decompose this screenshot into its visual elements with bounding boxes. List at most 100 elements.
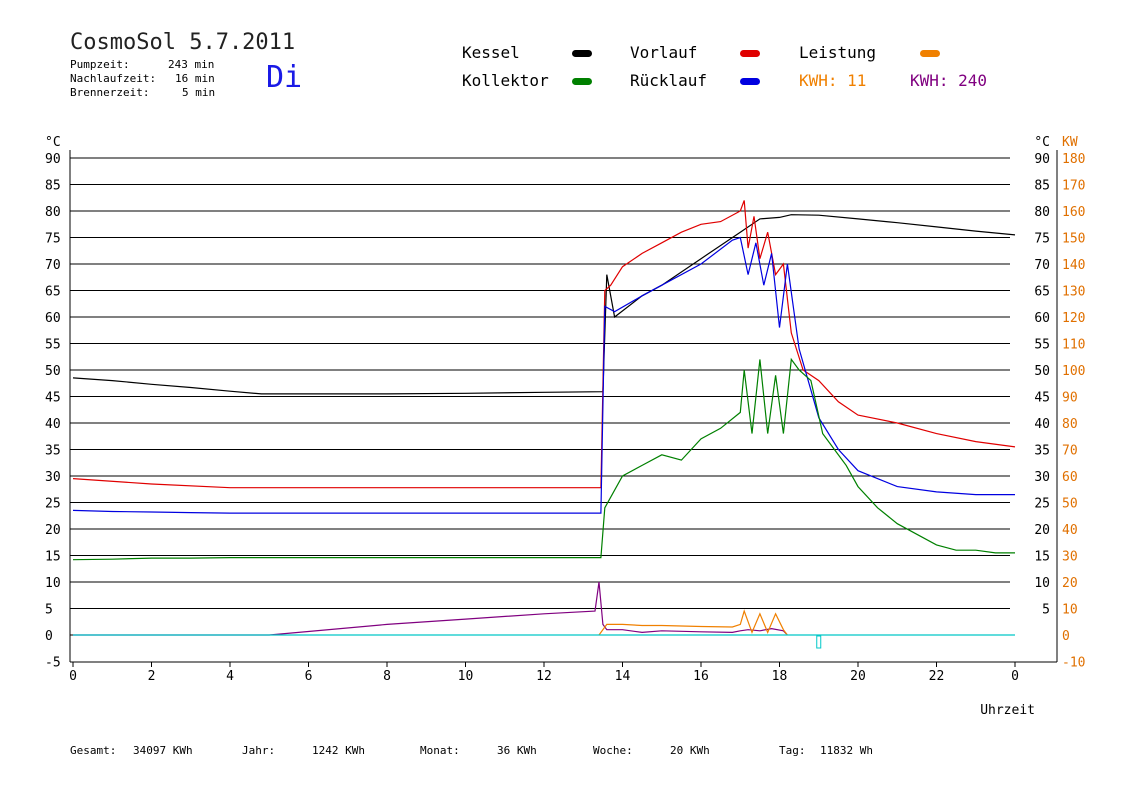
y-tick-right-c: 75: [1034, 232, 1050, 247]
y-tick-right-kw: 100: [1062, 364, 1085, 379]
legend-kwh-240: KWH: 240: [910, 71, 988, 90]
x-tick-label: 8: [383, 669, 391, 684]
y-tick-right-kw: 10: [1062, 603, 1078, 618]
y-tick-right-kw: 20: [1062, 576, 1078, 591]
y-tick-left: 15: [45, 550, 61, 565]
y-tick-right-c: 50: [1034, 364, 1050, 379]
footer-jahr-label: Jahr:: [242, 744, 276, 757]
y-tick-right-kw: 50: [1062, 497, 1078, 512]
y-tick-right-c: 25: [1034, 497, 1050, 512]
footer-gesamt-value: 34097 KWh: [133, 744, 193, 757]
cyan-marker: [816, 635, 822, 649]
footer-jahr-value: 1242 KWh: [312, 744, 365, 757]
x-tick-label: 12: [536, 669, 552, 684]
y-tick-left: 75: [45, 232, 61, 247]
series-line: [72, 357, 1015, 561]
y-tick-left: 65: [45, 285, 61, 300]
y-tick-right-kw: 90: [1062, 391, 1078, 406]
footer-gesamt-label: Gesamt:: [70, 744, 117, 757]
x-tick-label: 20: [850, 669, 866, 684]
y-tick-left: 20: [45, 523, 61, 538]
y-tick-right-kw: 110: [1062, 338, 1085, 353]
y-tick-left: 5: [45, 603, 53, 618]
y-tick-right-kw: 60: [1062, 470, 1078, 485]
stat-label-brennerzeit: Brennerzeit:: [70, 86, 150, 99]
legend-kessel-label: Kessel: [462, 43, 520, 62]
stat-label-nachlaufzeit: Nachlaufzeit:: [70, 72, 157, 85]
y-tick-right-c: 70: [1034, 258, 1050, 273]
series-line: [598, 609, 788, 636]
y-tick-right-kw: 70: [1062, 444, 1078, 459]
y-tick-left: 55: [45, 338, 61, 353]
y-tick-right-kw: 40: [1062, 523, 1078, 538]
x-tick-label: 6: [305, 669, 313, 684]
y-tick-right-kw: -10: [1062, 656, 1085, 671]
x-tick-label: 22: [929, 669, 945, 684]
y-tick-right-c: 20: [1034, 523, 1050, 538]
x-tick-label: 2: [148, 669, 156, 684]
x-tick-label: 0: [1011, 669, 1019, 684]
stat-value-pumpzeit: 243 min: [168, 58, 215, 71]
y-tick-left: 40: [45, 417, 61, 432]
y-tick-right-c: 80: [1034, 205, 1050, 220]
chart-title: CosmoSol 5.7.2011: [70, 30, 296, 55]
y-tick-right-c: 10: [1034, 576, 1050, 591]
legend-ruecklauf-swatch: [740, 78, 760, 85]
y-tick-right-kw: 130: [1062, 285, 1085, 300]
y-tick-right-kw: 150: [1062, 232, 1085, 247]
y-tick-right-c: 60: [1034, 311, 1050, 326]
y-tick-left: 25: [45, 497, 61, 512]
y-tick-right-kw: 170: [1062, 179, 1085, 194]
y-tick-right-c: 90: [1034, 152, 1050, 167]
y-tick-left: 50: [45, 364, 61, 379]
footer-woche-value: 20 KWh: [670, 744, 710, 757]
y-tick-left: 45: [45, 391, 61, 406]
series-line: [72, 200, 1016, 489]
y-tick-left: -5: [45, 656, 61, 671]
y-tick-right-c: 5: [1042, 603, 1050, 618]
y-tick-left: 0: [45, 629, 53, 644]
y-tick-left: 70: [45, 258, 61, 273]
y-tick-right-kw: 140: [1062, 258, 1085, 273]
series-line: [72, 236, 1015, 514]
x-axis-label: Uhrzeit: [980, 703, 1035, 718]
footer-woche-label: Woche:: [593, 744, 633, 757]
legend-vorlauf-label: Vorlauf: [630, 43, 698, 62]
legend-vorlauf-swatch: [740, 50, 760, 57]
footer-monat-value: 36 KWh: [497, 744, 537, 757]
legend-kollektor-swatch: [572, 78, 592, 85]
x-tick-label: 16: [693, 669, 709, 684]
y-tick-right-c: 45: [1034, 391, 1050, 406]
y-tick-left: 90: [45, 152, 61, 167]
y-axis-label-right-c: °C: [1034, 135, 1050, 150]
legend-leistung-label: Leistung: [799, 43, 877, 62]
weekday-label: Di: [266, 60, 303, 95]
y-tick-right-c: 85: [1034, 179, 1050, 194]
y-axis-label-left: °C: [45, 135, 61, 150]
y-tick-right-kw: 180: [1062, 152, 1085, 167]
footer-monat-label: Monat:: [420, 744, 460, 757]
y-tick-right-c: 30: [1034, 470, 1050, 485]
y-tick-left: 85: [45, 179, 61, 194]
y-tick-left: 30: [45, 470, 61, 485]
y-tick-right-kw: 30: [1062, 550, 1078, 565]
y-tick-right-c: 40: [1034, 417, 1050, 432]
y-tick-right-c: 15: [1034, 550, 1050, 565]
x-tick-label: 4: [226, 669, 234, 684]
y-axis-label-right-kw: KW: [1062, 135, 1078, 150]
stat-label-pumpzeit: Pumpzeit:: [70, 58, 130, 71]
y-tick-left: 10: [45, 576, 61, 591]
x-tick-label: 18: [772, 669, 788, 684]
stat-value-nachlaufzeit: 16 min: [175, 72, 215, 85]
y-tick-right-c: 65: [1034, 285, 1050, 300]
x-tick-label: 10: [458, 669, 474, 684]
y-tick-right-kw: 120: [1062, 311, 1085, 326]
y-tick-right-kw: 160: [1062, 205, 1085, 220]
legend-kessel-swatch: [572, 50, 592, 57]
y-tick-left: 60: [45, 311, 61, 326]
x-tick-label: 0: [69, 669, 77, 684]
y-tick-right-kw: 80: [1062, 417, 1078, 432]
series-line: [72, 214, 1016, 395]
footer-tag-label: Tag:: [779, 744, 806, 757]
